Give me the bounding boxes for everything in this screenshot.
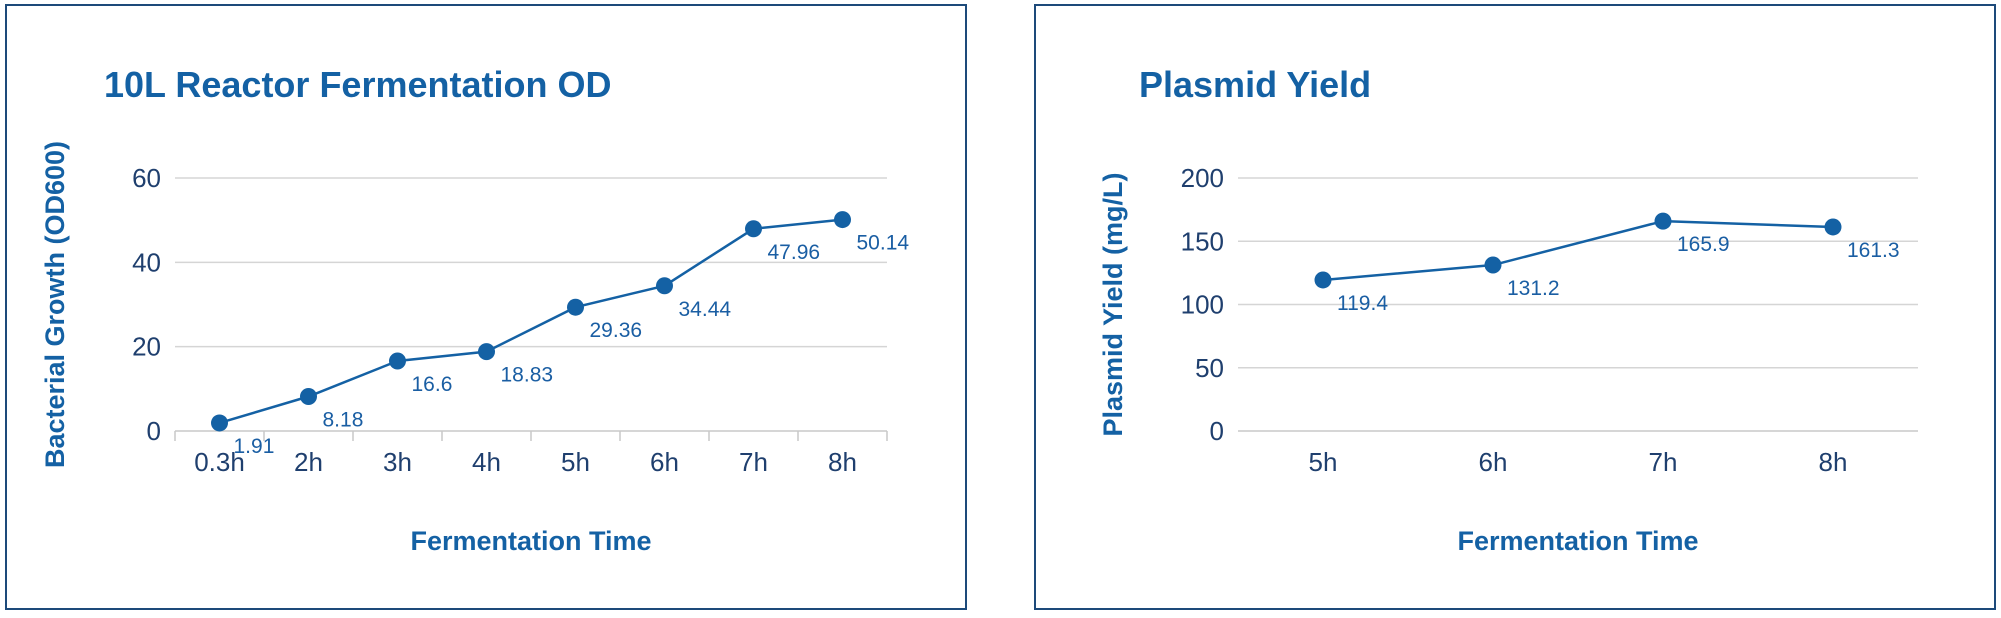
x-tick-label: 4h xyxy=(472,447,501,477)
x-tick-label: 0.3h xyxy=(194,447,245,477)
data-label: 47.96 xyxy=(768,241,821,264)
data-label: 131.2 xyxy=(1507,277,1560,300)
x-tick-label: 5h xyxy=(561,447,590,477)
chart-panel-plasmid: Plasmid Yield 0 50 100 150 200 5h 6h 7h 8h 119.4 13… xyxy=(1034,4,1996,610)
y-tick-label: 20 xyxy=(132,332,161,362)
y-tick-label: 0 xyxy=(147,416,161,446)
plasmid-chart-svg: Plasmid Yield 0 50 100 150 200 5h 6h 7h 8h 119.4 13… xyxy=(1098,64,1918,556)
x-tick-label: 6h xyxy=(1479,447,1508,477)
x-axis-title: Fermentation Time xyxy=(410,526,651,556)
data-point-marker xyxy=(1484,256,1502,274)
y-tick-label: 0 xyxy=(1210,416,1224,446)
data-label: 34.44 xyxy=(679,298,732,321)
y-tick-label: 100 xyxy=(1181,290,1224,320)
y-tick-label: 40 xyxy=(132,247,161,277)
x-tick-label: 6h xyxy=(650,447,679,477)
data-label: 165.9 xyxy=(1677,233,1730,256)
data-point-marker xyxy=(1314,271,1332,289)
x-tick-label: 8h xyxy=(828,447,857,477)
x-tick-label: 2h xyxy=(294,447,323,477)
data-point-marker xyxy=(745,220,762,238)
data-label: 1.91 xyxy=(234,435,275,458)
y-tick-label: 50 xyxy=(1195,353,1224,383)
chart-title: 10L Reactor Fermentation OD xyxy=(104,64,611,105)
y-axis-title: Plasmid Yield (mg/L) xyxy=(1098,172,1128,436)
data-point-marker xyxy=(567,298,584,316)
chart-title: Plasmid Yield xyxy=(1139,64,1371,105)
y-axis-title: Bacterial Growth (OD600) xyxy=(40,141,70,468)
x-tick-label: 7h xyxy=(739,447,768,477)
data-label: 8.18 xyxy=(323,409,364,432)
y-tick-label: 60 xyxy=(132,163,161,193)
x-axis-title: Fermentation Time xyxy=(1457,526,1698,556)
data-point-marker xyxy=(300,388,317,406)
data-label: 29.36 xyxy=(590,319,643,342)
data-point-marker xyxy=(211,414,228,432)
data-label: 161.3 xyxy=(1847,239,1900,262)
data-label: 119.4 xyxy=(1337,292,1388,315)
x-tick-label: 8h xyxy=(1819,447,1848,477)
data-point-marker xyxy=(834,211,851,229)
x-tick-label: 7h xyxy=(1649,447,1678,477)
chart-panel-od: 10L Reactor Fermentation OD 0 20 40 60 0.3h 2h… xyxy=(5,4,967,610)
y-tick-label: 200 xyxy=(1181,163,1224,193)
data-label: 16.6 xyxy=(412,373,453,396)
data-point-marker xyxy=(1654,212,1672,230)
data-point-marker xyxy=(478,343,495,361)
data-label: 18.83 xyxy=(501,364,554,387)
data-point-marker xyxy=(656,277,673,295)
data-point-marker xyxy=(389,352,406,370)
y-tick-label: 150 xyxy=(1181,226,1224,256)
series-line xyxy=(219,218,843,425)
x-tick-label: 3h xyxy=(383,447,412,477)
data-label: 50.14 xyxy=(857,232,910,255)
data-point-marker xyxy=(1824,218,1842,236)
od-chart-svg: 10L Reactor Fermentation OD 0 20 40 60 0.3h 2h… xyxy=(40,64,910,556)
series-line xyxy=(1322,219,1834,282)
x-tick-label: 5h xyxy=(1309,447,1338,477)
